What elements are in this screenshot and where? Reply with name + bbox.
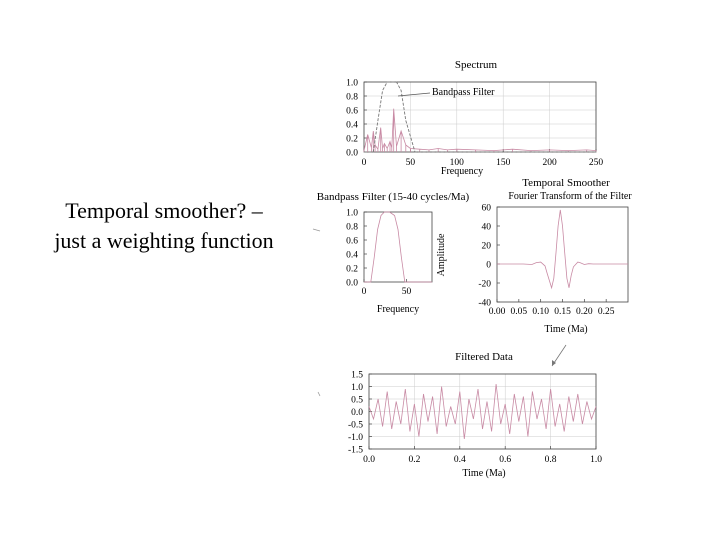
filtered-x-tick-label: 0.4 (454, 455, 466, 465)
smoother-x-tick-label: 0.10 (532, 307, 549, 317)
filtered-title: Filtered Data (455, 351, 513, 363)
bandpass-x-axis-label: Frequency (377, 304, 419, 315)
bandpass-y-tick-label: 1.0 (346, 209, 358, 219)
spectrum-x-tick-label: 200 (542, 158, 557, 168)
smoother-title: Temporal Smoother (522, 177, 610, 189)
spectrum-filter-line (364, 81, 596, 153)
spectrum-plot-frame (363, 81, 597, 153)
spectrum-y-tick-label: 0.0 (346, 149, 358, 159)
filtered-series-line (368, 383, 597, 440)
smoother-chart: 60 40 20 0 -20 -400.00 0.05 0.10 0.15 0.20 0.25 Tem… (436, 177, 632, 367)
filtered-x-tick-label: 1.0 (590, 455, 602, 465)
spectrum-title: Spectrum (455, 59, 498, 71)
bandpass-x-tick-label: 50 (402, 287, 412, 297)
spectrum-y-tick-label: 0.4 (346, 121, 358, 131)
spectrum-y-tick-label: 0.8 (346, 93, 358, 103)
bandpass-y-tick-label: 0.2 (346, 265, 358, 275)
spectrum-x-tick-label: 50 (406, 158, 416, 168)
smoother-series-line (497, 209, 628, 290)
spectrum-x-tick-label: 150 (496, 158, 511, 168)
filtered-x-tick-label: 0.0 (363, 455, 375, 465)
bandpass-series-line (364, 211, 432, 283)
spectrum-y-tick-label: 0.6 (346, 107, 358, 117)
spectrum-x-axis-label: Frequency (441, 166, 483, 177)
bandpass-y-tick-label: 0.4 (346, 251, 358, 261)
filtered-x-tick-label: 0.6 (499, 455, 511, 465)
bandpass-pointer-mark (312, 228, 321, 232)
smoother-x-axis-label: Time (Ma) (544, 324, 587, 335)
spectrum-x-tick-label: 0 (362, 158, 367, 168)
spectrum-y-tick-label: 0.2 (346, 135, 358, 145)
smoother-y-tick-label: 20 (482, 242, 492, 252)
filtered-y-tick-label: 1.0 (351, 383, 363, 393)
bandpass-y-tick-label: 0.6 (346, 237, 358, 247)
smoother-x-tick-label: 0.00 (489, 307, 506, 317)
filtered-y-tick-label: 0.0 (351, 408, 363, 418)
spectrum-y-tick-label: 1.0 (346, 79, 358, 89)
filtered-chart: 1.51.00.50.0-0.5-1.0-1.50.0 0.2 0.4 0.6 0.8 1… (317, 351, 602, 479)
bandpass-y-tick-label: 0.8 (346, 223, 358, 233)
smoother-y-tick-label: -20 (478, 280, 491, 290)
smoother-x-tick-label: 0.25 (598, 307, 615, 317)
filtered-y-tick-label: 1.5 (351, 371, 363, 381)
filtered-y-tick-label: -1.0 (348, 433, 363, 443)
smoother-x-tick-label: 0.15 (554, 307, 571, 317)
filtered-y-tick-label: 0.5 (351, 396, 363, 406)
filtered-y-tick-label: -0.5 (348, 421, 363, 431)
filtered-x-tick-label: 0.2 (408, 455, 420, 465)
spectrum-chart: 1.0 0.8 0.6 0.4 0.2 0.0 0 50 100 150 200 250 Spectru… (346, 59, 603, 177)
filtered-plot-frame (368, 373, 597, 450)
smoother-y-tick-label: 0 (486, 261, 491, 271)
bandpass-title: Bandpass Filter (15-40 cycles/Ma) (317, 191, 470, 203)
spectrum-x-tick-label: 250 (589, 158, 604, 168)
smoother-y-tick-label: 60 (482, 204, 492, 214)
smoother-y-axis-label: Amplitude (436, 233, 447, 276)
spectrum-x-tick-label: 100 (450, 158, 465, 168)
smoother-y-tick-label: 40 (482, 223, 492, 233)
spectrum-annotation-label: Bandpass Filter (432, 87, 495, 98)
slide-text: Temporal smoother? – just a weighting fu… (30, 196, 298, 256)
filtered-pointer-mark (317, 391, 321, 397)
bandpass-x-tick-label: 0 (362, 287, 367, 297)
slide-text-line-2: just a weighting function (54, 228, 274, 253)
smoother-subtitle: Fourier Transform of the Filter (508, 191, 632, 202)
filtered-x-axis-label: Time (Ma) (462, 468, 505, 479)
smoother-plot-frame (496, 206, 629, 303)
bandpass-y-tick-label: 0.0 (346, 279, 358, 289)
smoother-y-tick-label: -40 (478, 299, 491, 309)
spectrum-series-line (363, 108, 597, 152)
smoother-x-tick-label: 0.20 (576, 307, 593, 317)
slide-text-line-1: Temporal smoother? – (65, 198, 263, 223)
spectrum-annotation-arrow (397, 92, 431, 97)
filtered-x-tick-label: 0.8 (545, 455, 557, 465)
smoother-arrow-head (552, 360, 556, 366)
bandpass-plot-frame (363, 211, 433, 283)
filtered-y-tick-label: -1.5 (348, 446, 363, 456)
smoother-x-tick-label: 0.05 (511, 307, 528, 317)
bandpass-chart: 1.0 0.8 0.6 0.4 0.2 0.0 0 50 Bandpass Filter (15… (312, 191, 470, 315)
